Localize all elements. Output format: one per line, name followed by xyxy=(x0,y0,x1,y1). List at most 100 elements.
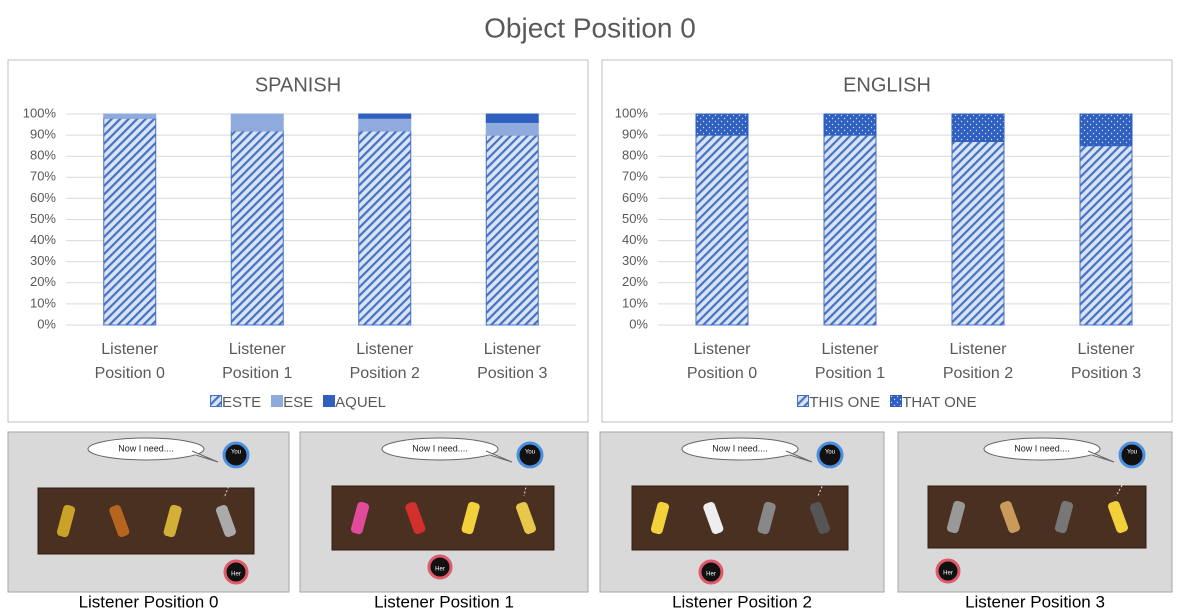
y-tick-label: 60% xyxy=(622,190,648,205)
x-tick-label: Listener Position 2 xyxy=(349,341,420,382)
bar-segment xyxy=(951,113,1005,142)
y-tick-label: 80% xyxy=(622,148,648,163)
y-tick-label: 20% xyxy=(30,274,56,289)
x-tick-label: Listener Position 3 xyxy=(477,341,548,382)
figure-title: Object Position 0 xyxy=(484,12,696,43)
object xyxy=(946,500,966,534)
object xyxy=(405,502,426,534)
x-tick-label: Listener Position 0 xyxy=(94,341,165,382)
object xyxy=(810,502,830,534)
object xyxy=(516,502,536,534)
y-tick-label: 50% xyxy=(622,211,648,226)
speaker-label: You xyxy=(525,450,535,456)
listener-label: Her xyxy=(943,571,953,577)
pointing-line xyxy=(523,467,531,497)
speech-bubble xyxy=(87,437,205,461)
panel-caption: Listener Position 1 xyxy=(374,592,514,611)
listener-avatar xyxy=(427,554,453,580)
x-tick-label: Listener Position 3 xyxy=(1070,341,1142,382)
speech-bubble xyxy=(381,437,499,461)
listener-avatar xyxy=(935,558,961,584)
legend-item: THAT ONE xyxy=(890,394,977,411)
bar-segment xyxy=(951,140,1005,326)
bar-segment xyxy=(823,134,877,326)
bar-segment xyxy=(358,113,412,119)
speaker-label: You xyxy=(825,450,835,456)
x-tick-label: Listener Position 1 xyxy=(222,341,293,382)
object xyxy=(56,504,76,538)
bar-segment xyxy=(230,113,284,132)
object xyxy=(350,501,370,535)
table xyxy=(37,487,255,555)
speaker-label: You xyxy=(231,450,241,456)
legend-label: THAT ONE xyxy=(902,394,977,411)
bar-segment xyxy=(695,113,749,136)
pointing-line xyxy=(1115,467,1133,497)
bar-segment xyxy=(485,121,539,136)
bar-segment xyxy=(1079,113,1133,147)
panel-caption: Listener Position 2 xyxy=(672,592,812,611)
legend-item: ESTE xyxy=(209,394,262,411)
legend-label: ESE xyxy=(283,394,314,411)
speaker-avatar xyxy=(816,441,844,469)
speech-tail xyxy=(785,450,813,463)
speech-bubble xyxy=(983,437,1101,461)
object xyxy=(461,501,480,535)
legend-swatch xyxy=(209,395,222,407)
speech-text: Now I need.... xyxy=(412,443,468,453)
x-tick-label: Listener Position 2 xyxy=(942,341,1014,382)
legend: THIS ONE THAT ONE xyxy=(602,394,1172,411)
legend-label: ESTE xyxy=(221,394,262,411)
y-tick-label: 100% xyxy=(615,105,649,120)
y-tick-label: 70% xyxy=(622,169,648,184)
listener-label: Her xyxy=(706,572,716,578)
bar-segment xyxy=(485,134,539,326)
table xyxy=(331,485,555,551)
y-tick-label: 50% xyxy=(30,211,56,226)
table xyxy=(631,485,849,551)
speech-bubble xyxy=(681,437,799,461)
object xyxy=(163,504,182,538)
object xyxy=(109,505,130,537)
y-tick-label: 90% xyxy=(30,127,56,142)
listener-label: Her xyxy=(435,567,445,573)
y-tick-label: 90% xyxy=(622,127,648,142)
bar-segment xyxy=(230,130,284,326)
speech-tail xyxy=(1087,450,1115,463)
bar-segment xyxy=(1079,145,1133,326)
y-tick-label: 10% xyxy=(622,295,648,310)
object xyxy=(1108,501,1128,533)
bar-segment xyxy=(358,117,412,132)
listener-avatar xyxy=(698,559,724,585)
speech-text: Now I need.... xyxy=(1014,443,1070,453)
y-tick-label: 100% xyxy=(23,105,57,120)
legend-item: THIS ONE xyxy=(797,394,880,411)
y-tick-label: 70% xyxy=(30,169,56,184)
chart-title: ENGLISH xyxy=(843,74,931,96)
y-tick-label: 40% xyxy=(30,232,56,247)
y-tick-label: 80% xyxy=(30,148,56,163)
y-tick-label: 30% xyxy=(30,253,56,268)
object xyxy=(1000,501,1020,533)
bar-segment xyxy=(823,113,877,136)
bar-segment xyxy=(103,113,157,119)
speech-tail xyxy=(485,450,513,463)
speech-text: Now I need.... xyxy=(712,443,768,453)
legend-item: ESE xyxy=(271,394,313,411)
speech-text: Now I need.... xyxy=(118,443,174,453)
pointing-line xyxy=(817,467,831,497)
bar-segment xyxy=(485,113,539,123)
legend-swatch xyxy=(797,395,810,407)
speaker-avatar xyxy=(516,441,544,469)
object xyxy=(757,501,776,535)
y-tick-label: 60% xyxy=(30,190,56,205)
x-tick-label: Listener Position 0 xyxy=(686,341,758,382)
object xyxy=(1054,500,1074,534)
bar-segment xyxy=(358,130,412,326)
speaker-label: You xyxy=(1127,450,1137,456)
speaker-avatar xyxy=(222,441,250,469)
legend-label: THIS ONE xyxy=(809,394,881,411)
object xyxy=(703,502,724,534)
